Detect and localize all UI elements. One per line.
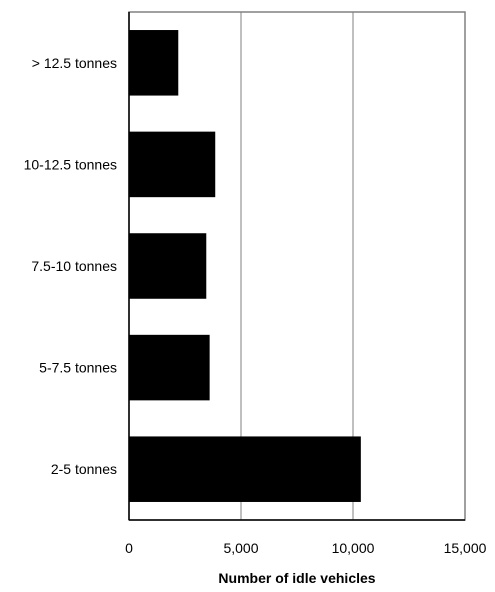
y-tick-labels: > 12.5 tonnes 10-12.5 tonnes 7.5-10 tonnes…: [24, 55, 117, 477]
x-axis-title: Number of idle vehicles: [218, 570, 375, 586]
x-tick-label-0: 0: [125, 540, 133, 556]
bar-1: [129, 131, 216, 198]
bar-0: [129, 30, 179, 96]
y-tick-label-4: 2-5 tonnes: [51, 461, 117, 477]
bars: [129, 30, 361, 502]
x-tick-label-1: 5,000: [223, 540, 258, 556]
gridlines: [240, 12, 354, 520]
y-tick-label-1: 10-12.5 tonnes: [24, 156, 117, 172]
bar-2: [129, 233, 207, 299]
y-tick-label-0: > 12.5 tonnes: [32, 55, 117, 71]
x-tick-label-2: 10,000: [332, 540, 375, 556]
y-tick-label-2: 7.5-10 tonnes: [31, 258, 117, 274]
y-tick-label-3: 5-7.5 tonnes: [39, 360, 117, 376]
bar-3: [129, 334, 210, 401]
x-tick-labels: 0 5,000 10,000 15,000: [125, 540, 487, 556]
bar-4: [129, 436, 361, 502]
x-tick-label-3: 15,000: [444, 540, 487, 556]
